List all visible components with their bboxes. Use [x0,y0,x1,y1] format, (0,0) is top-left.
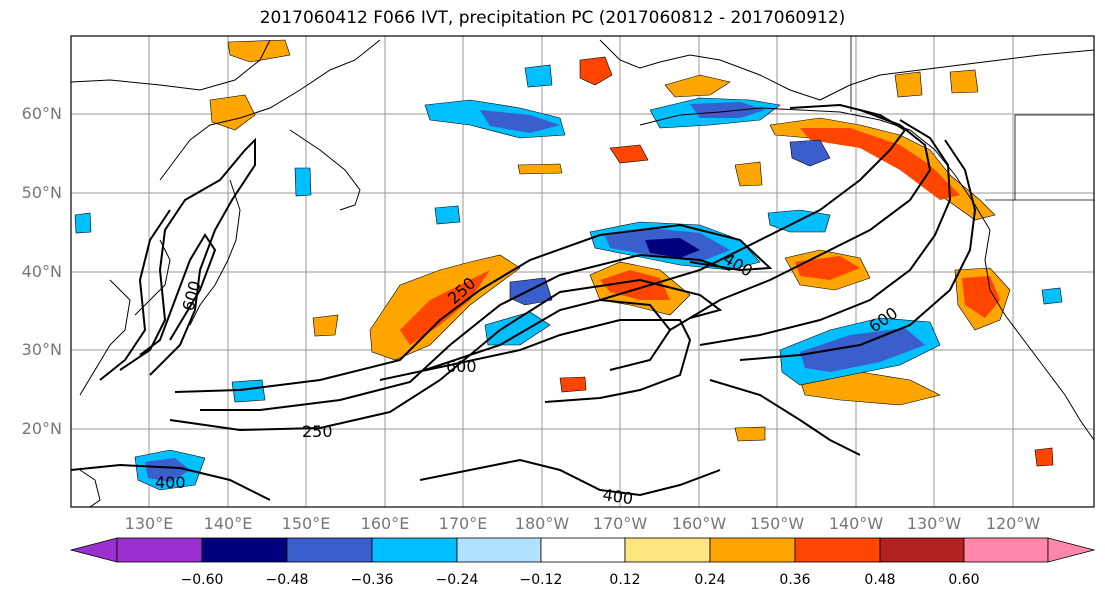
contour-label: 400 [155,473,186,492]
lon-label: 140°E [203,514,253,533]
colorbar-segment [794,537,881,563]
colorbar-tick: 0.60 [948,572,980,588]
ivt-contours [70,103,977,501]
colorbar-tick: 0.48 [864,572,896,588]
lon-label: 160°W [671,514,727,533]
lat-label: 60°N [21,104,62,123]
colorbar-tick: −0.60 [180,572,224,588]
colorbar-segment [540,537,626,563]
lon-label: 120°W [985,514,1041,533]
lat-label: 30°N [21,340,62,359]
colorbar [69,537,1096,563]
lon-label: 150°W [749,514,805,533]
lon-label: 150°E [281,514,331,533]
colorbar-segment [201,537,288,563]
contour-label: 600 [446,357,477,376]
contour-label: 250 [302,422,333,441]
colorbar-segment [709,537,796,563]
borders [850,36,1094,201]
colorbar-tick: 0.36 [779,572,811,588]
lon-label: 160°E [360,514,410,533]
colorbar-tick: −0.48 [265,572,309,588]
colorbar-segment [371,537,458,563]
coastlines [70,39,1095,508]
colorbar-tick: 0.12 [609,572,641,588]
contour-label: 400 [601,485,634,508]
colorbar-segment [879,537,965,563]
colorbar-segment [456,537,542,563]
colorbar-tick: −0.36 [350,572,394,588]
lon-label: 130°W [906,514,962,533]
colorbar-segment [116,537,203,563]
colorbar-tick: 0.24 [694,572,726,588]
colorbar-segment [624,537,711,563]
lon-label: 130°E [124,514,174,533]
colorbar-tick: −0.12 [519,572,563,588]
colorbar-segment [286,537,373,563]
lon-label: 180°W [514,514,570,533]
lon-label: 170°E [438,514,488,533]
precipitation-patches [74,39,1063,491]
lon-label: 140°W [828,514,884,533]
colorbar-segment [963,537,1049,563]
map-title: 2017060412 F066 IVT, precipitation PC (2… [259,8,846,28]
lat-label: 40°N [21,262,62,281]
colorbar-max-arrow [1047,537,1096,563]
lat-label: 50°N [21,183,62,202]
colorbar-tick: −0.24 [435,572,479,588]
map-frame [70,35,1095,508]
lon-label: 170°W [592,514,648,533]
colorbar-min-arrow [69,537,118,563]
lat-label: 20°N [21,419,62,438]
